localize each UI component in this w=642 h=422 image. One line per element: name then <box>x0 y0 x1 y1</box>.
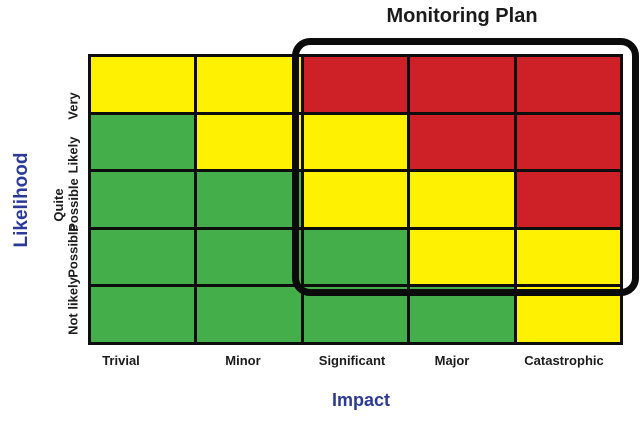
risk-cell-r5c2-green <box>197 287 301 342</box>
risk-cell-r2c3-yellow <box>303 114 408 170</box>
risk-cell-r5c1-green <box>91 287 195 342</box>
x-tick-significant: Significant <box>318 353 386 368</box>
risk-cell-r1c4-red <box>410 57 514 112</box>
risk-cell-r1c5-red <box>516 57 620 112</box>
risk-cell-r3c5-red <box>516 172 620 227</box>
risk-grid <box>88 54 623 345</box>
x-tick-minor: Minor <box>225 353 261 368</box>
risk-cell-r1c3-red <box>303 57 408 112</box>
risk-cell-r4c2-green <box>197 229 301 285</box>
risk-cell-r2c4-red <box>410 114 514 170</box>
risk-cell-r1c2-yellow <box>197 57 301 112</box>
risk-cell-r3c3-yellow <box>303 172 408 227</box>
y-tick-very: Very <box>65 92 81 120</box>
x-tick-major: Major <box>434 353 470 368</box>
risk-cell-r5c5-yellow <box>516 287 620 342</box>
risk-cell-r3c2-green <box>197 172 301 227</box>
risk-cell-r5c4-green <box>410 287 514 342</box>
risk-cell-r4c1-green <box>91 229 195 285</box>
risk-cell-r4c3-green <box>303 229 408 285</box>
risk-cell-r5c3-green <box>303 287 408 342</box>
risk-cell-r3c4-yellow <box>410 172 514 227</box>
y-axis-label: Likelihood <box>11 152 32 248</box>
risk-cell-r2c5-red <box>516 114 620 170</box>
x-axis-label: Impact <box>331 390 391 410</box>
y-tick-likely: Likely <box>65 136 81 174</box>
risk-cell-r4c4-yellow <box>410 229 514 285</box>
risk-cell-r2c2-yellow <box>197 114 301 170</box>
y-tick-possible: Possible <box>65 224 81 278</box>
risk-cell-r1c1-yellow <box>91 57 195 112</box>
risk-cell-r4c5-yellow <box>516 229 620 285</box>
x-tick-trivial: Trivial <box>102 353 140 368</box>
risk-cell-r2c1-green <box>91 114 195 170</box>
risk-cell-r3c1-green <box>91 172 195 227</box>
x-tick-catastrophic: Catastrophic <box>524 353 604 368</box>
y-tick-not-likely: Not likely <box>65 277 81 335</box>
monitoring-plan-title: Monitoring Plan <box>386 5 538 27</box>
